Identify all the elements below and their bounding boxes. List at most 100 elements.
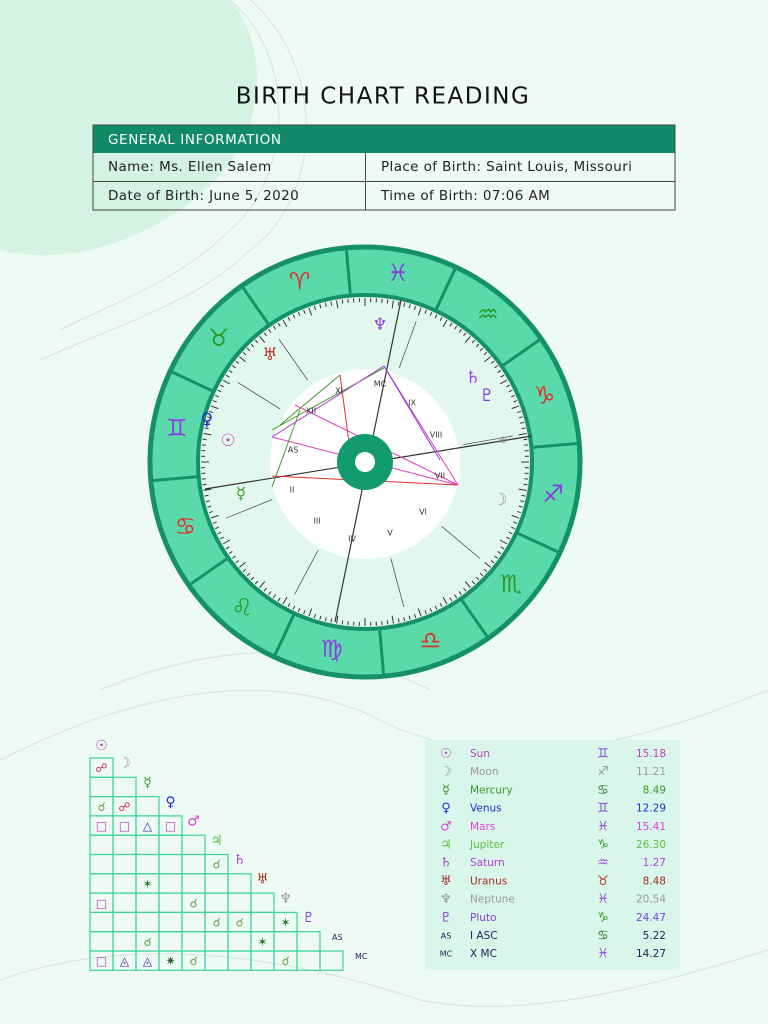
grid-planet: ☿ (143, 775, 152, 791)
aspect-symbol: ☍ (95, 761, 107, 775)
planet-sign: ♓ (597, 892, 609, 907)
house-cusp (398, 320, 417, 369)
degree-tick (449, 597, 453, 602)
degree-tick (246, 572, 251, 577)
aspect-line (279, 374, 341, 426)
degree-tick (282, 596, 288, 605)
planet-degree: 24.47 (636, 912, 666, 924)
degree-tick (292, 605, 296, 610)
wheel-planet: ♆ (372, 315, 387, 335)
degree-tick (518, 433, 527, 436)
house-cusp (225, 499, 273, 519)
info-cell: Date of Birth: June 5, 2020 (108, 188, 299, 204)
degree-tick (517, 410, 522, 414)
planet-symbol: ☽ (440, 765, 452, 780)
sign-divider (344, 249, 352, 294)
grid-cell (89, 776, 114, 798)
degree-tick (500, 374, 505, 378)
grid-cell (89, 834, 114, 856)
degree-tick (386, 299, 389, 304)
degree-tick (518, 505, 523, 508)
house-label: V (387, 529, 393, 538)
wheel-planet: ☽ (492, 490, 507, 510)
degree-tick (497, 551, 502, 555)
degree-tick (479, 347, 484, 352)
degree-tick (413, 305, 417, 310)
planet-name: Jupiter (469, 839, 505, 851)
degree-tick (205, 500, 210, 503)
grid-cell (181, 853, 206, 875)
grid-cell (250, 892, 275, 913)
degree-tick (232, 555, 236, 559)
aspect-grid: ☍ ☌ ☍ □ □ △ □ ☌ ✶ □ ☌ ☌ ☌ ✶ ☌ ✶ □ ◬ ◬ ✷ ☌ ☌ ☉ ☽ ☿ ♀ ♂ ♃ ♄ ♅ ♆ ♇ AS MC (89, 738, 368, 971)
planet-symbol: ☿ (442, 783, 450, 798)
zodiac-sign: ♍ (321, 635, 343, 663)
grid-cell (112, 776, 137, 798)
planet-degree: 8.49 (643, 784, 666, 796)
degree-tick (308, 608, 313, 617)
degree-tick (449, 322, 453, 327)
degree-tick (439, 603, 443, 608)
degree-tick (336, 615, 339, 624)
aspect-symbol: △ (143, 819, 153, 833)
zodiac-sign: ♏ (501, 570, 523, 598)
aspect-symbol: ☌ (281, 954, 289, 968)
degree-tick (463, 332, 467, 337)
degree-tick (330, 301, 333, 306)
degree-tick (250, 343, 255, 348)
zodiac-sign: ♎ (420, 626, 442, 654)
grid-cell (158, 834, 183, 856)
grid-cell (89, 931, 114, 952)
zodiac-sign: ♓ (387, 259, 409, 287)
aspect-symbol: □ (96, 819, 107, 833)
degree-tick (217, 389, 222, 393)
degree-tick (434, 605, 438, 610)
zodiac-sign: ♈ (289, 268, 311, 296)
zodiac-sign: ♋ (175, 512, 197, 540)
degree-tick (464, 336, 471, 343)
degree-tick (232, 365, 236, 369)
grid-planet: ♀ (165, 794, 175, 810)
sign-divider (241, 286, 270, 325)
planet-table: ☉ Sun ♊ 15.18 ☽ Moon ♐ 11.21 ☿ Mercury ♋ 8.49 ♀ Venus… (440, 747, 667, 962)
wheel-planet: ♄ (465, 368, 480, 388)
planet-name: X MC (470, 948, 497, 960)
house-label: XII (306, 407, 316, 416)
aspect-symbol: ◬ (120, 954, 130, 968)
aspect-symbol: ☌ (212, 858, 220, 872)
degree-tick (510, 526, 516, 530)
degree-tick (341, 620, 344, 625)
sign-divider (189, 557, 228, 586)
degree-tick (308, 307, 313, 316)
aspect-symbol: ☌ (235, 916, 243, 930)
house-label: AS (288, 446, 299, 455)
degree-tick (303, 610, 306, 615)
planet-symbol: AS (441, 932, 452, 941)
degree-tick (287, 603, 291, 608)
planet-name: Mars (470, 821, 495, 833)
degree-tick (207, 505, 212, 508)
info-table-borders (92, 124, 676, 211)
planet-sign: ♋ (597, 783, 609, 798)
degree-tick (212, 400, 217, 403)
planet-symbol: ♀ (441, 801, 451, 816)
planet-symbol: MC (440, 950, 453, 959)
degree-tick (303, 309, 306, 314)
degree-tick (214, 526, 220, 530)
grid-cell (227, 931, 252, 952)
grid-cell (135, 795, 160, 817)
degree-tick (319, 615, 322, 620)
degree-tick (254, 339, 259, 344)
degree-tick (242, 568, 247, 573)
degree-tick (490, 560, 495, 564)
degree-tick (408, 304, 411, 309)
degree-tick (219, 536, 224, 540)
sign-divider (171, 370, 213, 392)
degree-tick (272, 594, 276, 599)
aspect-symbol: □ (96, 896, 107, 910)
degree-tick (490, 360, 495, 364)
degree-tick (336, 300, 339, 309)
grid-planet: MC (355, 952, 368, 961)
degree-tick (417, 608, 422, 617)
grid-planet: ☉ (95, 738, 108, 754)
